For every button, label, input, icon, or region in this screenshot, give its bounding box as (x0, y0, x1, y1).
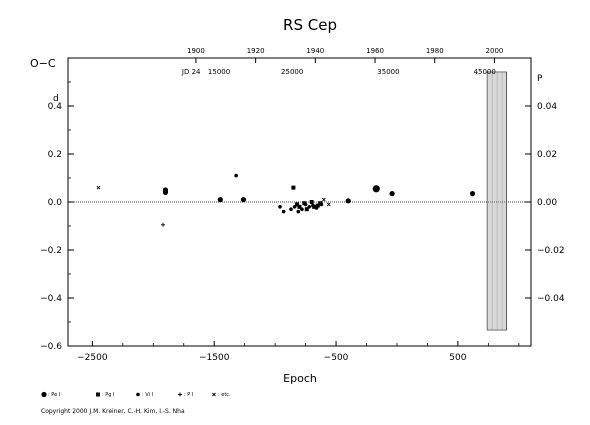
data-point (314, 206, 319, 210)
legend: : Pe I : Pg I : Vi I : P I : etc. (41, 391, 231, 398)
x-tick-label: 500 (449, 353, 466, 363)
copyright-notice: Copyright 2000 J.M. Kreiner, C.-H. Kim, … (41, 408, 185, 415)
y2-tick-label: 0.02 (537, 150, 557, 160)
top-jd-label: 15000 (208, 68, 230, 76)
shaded-region (486, 71, 507, 331)
data-point (296, 209, 301, 214)
data-point (281, 209, 286, 214)
y2-tick-label: −0.02 (537, 246, 565, 256)
y-tick-label: −0.4 (40, 294, 62, 304)
data-point (319, 202, 324, 207)
data-point (162, 189, 169, 195)
data-point (322, 197, 326, 202)
top-year-label: 2000 (486, 47, 504, 55)
chart-title: RS Cep (283, 16, 337, 34)
legend-marker (96, 392, 100, 397)
y-tick-label: 0.0 (48, 198, 63, 208)
top-jd-label: 45000 (474, 68, 496, 76)
top-year-label: 1900 (187, 47, 205, 55)
data-point (315, 203, 320, 208)
legend-label: : Pe I (48, 392, 60, 398)
top-year-label: 1960 (366, 47, 384, 55)
top-year-label: 1920 (247, 47, 265, 55)
legend-label: : etc. (218, 392, 231, 398)
y-tick-label: 0.4 (48, 102, 63, 112)
x-tick-label: −500 (324, 353, 349, 363)
y-axis-unit: d (53, 94, 59, 104)
data-point (326, 202, 331, 207)
y2-axis-unit: P (537, 74, 543, 84)
legend-marker (41, 391, 47, 398)
top-year-label: 1940 (306, 47, 324, 55)
data-point (291, 185, 296, 190)
legend-marker (212, 392, 216, 397)
data-point (297, 204, 302, 209)
y2-tick-label: 0.00 (537, 198, 557, 208)
legend-marker (136, 392, 140, 397)
data-point (345, 198, 351, 204)
axes: −2500 −1500 −500 500 −0.6 −0.4 −0.2 0.0 0.2 0.4 −0… (40, 47, 565, 363)
data-point (234, 173, 238, 178)
y-tick-label: −0.2 (40, 246, 62, 256)
y2-tick-label: 0.04 (537, 102, 557, 112)
plot-frame (67, 57, 532, 347)
y2-tick-label: −0.04 (537, 294, 565, 304)
data-point (303, 202, 308, 207)
top-jd-prefix: JD 24 (181, 68, 201, 76)
data-point (389, 191, 395, 197)
legend-label: : P I (184, 392, 193, 398)
data-point (240, 197, 247, 203)
data-point (309, 200, 314, 204)
data-point (304, 207, 309, 212)
data-point (300, 207, 304, 211)
legend-marker (178, 392, 182, 397)
data-point (292, 205, 297, 209)
x-axis-label: Epoch (283, 372, 317, 385)
y-tick-label: 0.2 (48, 150, 62, 160)
y-tick-label: −0.6 (40, 342, 62, 352)
data-point (278, 205, 282, 209)
x-tick-label: −1500 (199, 353, 230, 363)
data-point (372, 185, 380, 193)
top-jd-label: 25000 (281, 68, 303, 76)
legend-label: : Pg I (102, 392, 115, 398)
data-point (217, 197, 223, 203)
y-axis-label: O−C (30, 57, 56, 70)
top-year-label: 1980 (426, 47, 444, 55)
top-jd-label: 35000 (377, 68, 399, 76)
data-point (307, 205, 312, 209)
data-point (96, 185, 101, 190)
shaded-region-bg (486, 71, 507, 331)
legend-label: : Vi I (142, 392, 153, 398)
data-point (289, 207, 293, 211)
data-points (96, 173, 476, 227)
data-point (311, 203, 315, 208)
data-point (295, 202, 300, 207)
data-point (469, 191, 476, 197)
x-tick-label: −2500 (77, 353, 108, 363)
data-point (161, 222, 166, 227)
